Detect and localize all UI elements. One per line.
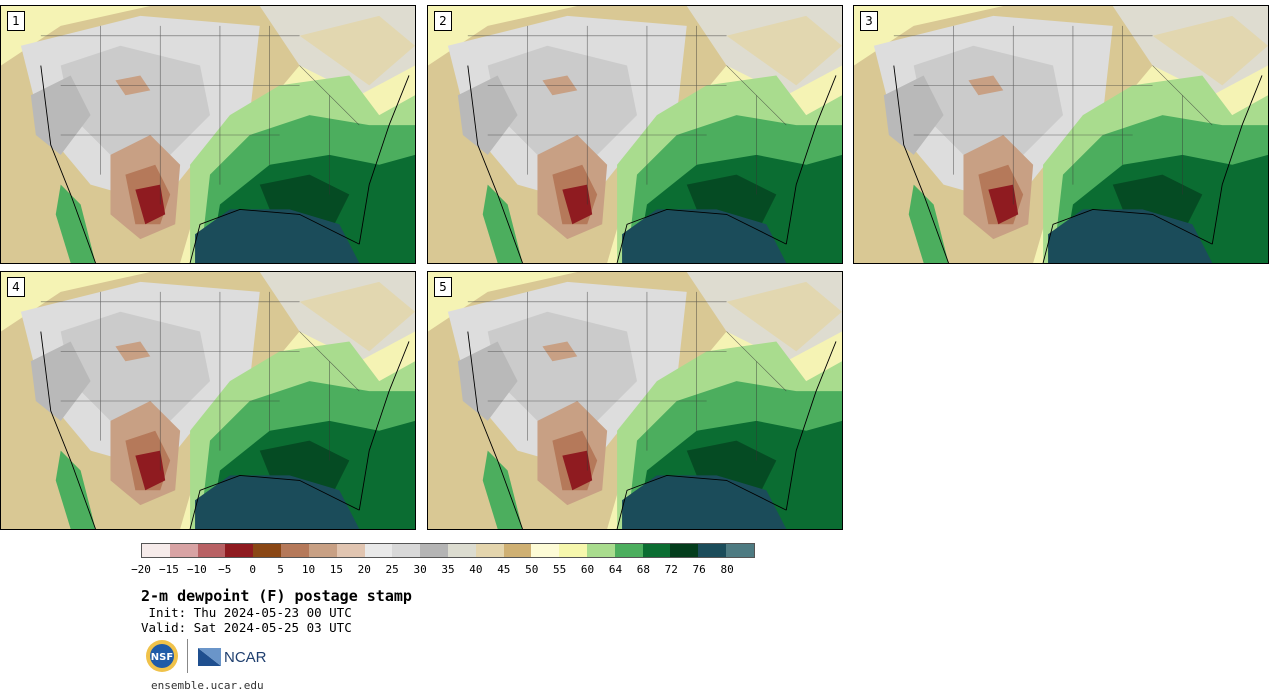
panel-number-2: 2 — [434, 11, 452, 31]
colorbar-tick-label: 72 — [664, 563, 678, 576]
colorbar-segment — [587, 544, 615, 557]
logo-divider — [187, 639, 188, 673]
colorbar-segment — [420, 544, 448, 557]
colorbar-tick-label: −10 — [186, 563, 207, 576]
dewpoint-map-2 — [428, 6, 842, 263]
colorbar-tick-label: 45 — [497, 563, 511, 576]
colorbar-segment — [169, 544, 198, 557]
colorbar-segment — [142, 544, 170, 557]
site-url[interactable]: ensemble.ucar.edu — [151, 679, 264, 692]
colorbar — [141, 543, 755, 558]
dewpoint-map-3 — [854, 6, 1268, 263]
ncar-logo[interactable]: NCAR — [197, 644, 273, 668]
colorbar-ticks: −20 −15 −10 −5 0 5 10 15 20 25 30 35 40 45 50 55 60 64 68 7… — [131, 563, 755, 577]
dewpoint-map-4 — [1, 272, 415, 529]
colorbar-tick-label: 55 — [553, 563, 567, 576]
panel-number-5: 5 — [434, 277, 452, 297]
map-panel-1: 1 — [0, 5, 416, 264]
colorbar-tick-label: 0 — [249, 563, 256, 576]
colorbar-tick-label: 40 — [469, 563, 483, 576]
colorbar-segment — [225, 544, 254, 557]
map-panel-5: 5 — [427, 271, 843, 530]
colorbar-segment — [670, 544, 699, 557]
colorbar-segment — [392, 544, 421, 557]
map-panel-4: 4 — [0, 271, 416, 530]
valid-time: Valid: Sat 2024-05-25 03 UTC — [141, 620, 352, 635]
colorbar-tick-label: 64 — [608, 563, 623, 576]
nsf-logo[interactable]: NSF — [145, 639, 179, 673]
colorbar-tick-label: 68 — [636, 563, 650, 576]
dewpoint-map-1 — [1, 6, 415, 263]
colorbar-segment — [447, 544, 476, 557]
colorbar-segment — [559, 544, 587, 557]
colorbar-tick-label: 76 — [692, 563, 706, 576]
colorbar-tick-label: 50 — [525, 563, 539, 576]
colorbar-segment — [642, 544, 671, 557]
colorbar-tick-label: 15 — [329, 563, 343, 576]
colorbar-tick-label: −5 — [218, 563, 232, 576]
ncar-logo-text: NCAR — [224, 649, 267, 666]
colorbar-segment — [503, 544, 532, 557]
colorbar-segment — [698, 544, 727, 557]
colorbar-tick-label: 20 — [357, 563, 371, 576]
colorbar-segment — [336, 544, 365, 557]
colorbar-tick-label: −15 — [158, 563, 179, 576]
init-time: Init: Thu 2024-05-23 00 UTC — [141, 605, 352, 620]
panel-number-4: 4 — [7, 277, 25, 297]
nsf-logo-text: NSF — [151, 652, 173, 663]
colorbar-segment — [197, 544, 226, 557]
colorbar-segment — [308, 544, 337, 557]
panel-number-3: 3 — [860, 11, 878, 31]
colorbar-tick-label: 35 — [441, 563, 455, 576]
colorbar-segment — [475, 544, 504, 557]
colorbar-segment — [614, 544, 643, 557]
colorbar-tick-label: −20 — [131, 563, 151, 576]
colorbar-segment — [726, 544, 754, 557]
colorbar-tick-label: 30 — [413, 563, 427, 576]
dewpoint-map-5 — [428, 272, 842, 529]
colorbar-tick-label: 25 — [385, 563, 399, 576]
colorbar-segment — [281, 544, 309, 557]
map-panel-2: 2 — [427, 5, 843, 264]
colorbar-tick-label: 5 — [277, 563, 284, 576]
colorbar-segment — [253, 544, 282, 557]
map-panel-3: 3 — [853, 5, 1269, 264]
page-title: 2-m dewpoint (F) postage stamp — [141, 587, 412, 605]
colorbar-tick-label: 60 — [580, 563, 595, 576]
colorbar-segment — [531, 544, 560, 557]
panel-number-1: 1 — [7, 11, 25, 31]
colorbar-tick-label: 10 — [301, 563, 316, 576]
colorbar-segment — [364, 544, 393, 557]
colorbar-tick-label: 80 — [720, 563, 734, 576]
